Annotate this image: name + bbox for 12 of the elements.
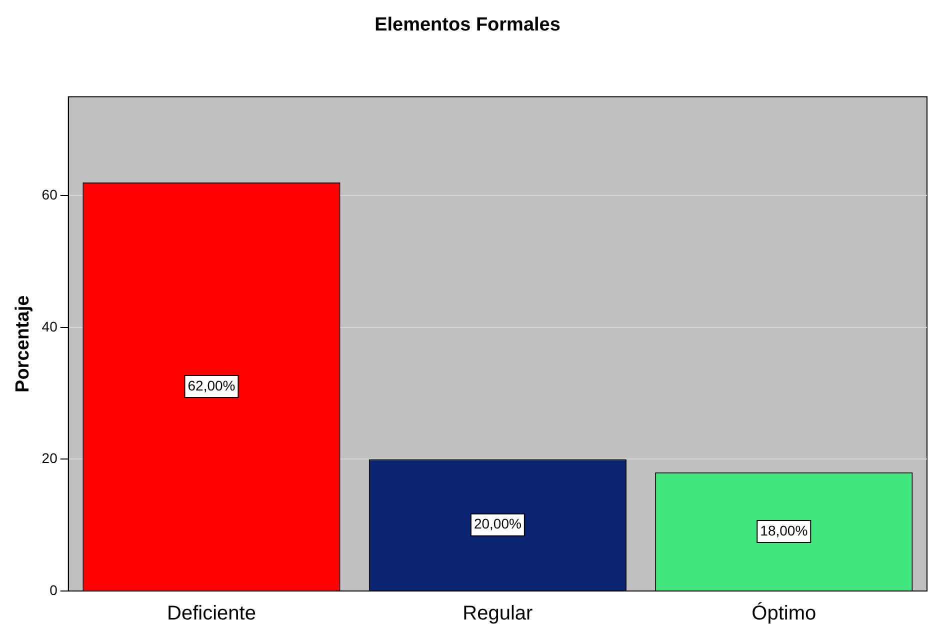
y-tick-label: 0 bbox=[50, 582, 58, 598]
x-tick-label: Deficiente bbox=[167, 602, 256, 625]
x-tick-label: Óptimo bbox=[752, 602, 816, 625]
y-axis-title: Porcentaje bbox=[12, 295, 34, 392]
y-tick-label: 40 bbox=[42, 318, 58, 334]
x-tick-label: Regular bbox=[462, 602, 534, 625]
y-tick-label: 20 bbox=[42, 450, 58, 466]
data-label: 62,00% bbox=[188, 377, 236, 394]
data-label: 18,00% bbox=[760, 522, 808, 538]
y-tick-label: 60 bbox=[42, 186, 58, 202]
data-label: 20,00% bbox=[474, 516, 522, 532]
chart-title: Elementos Formales bbox=[374, 14, 560, 36]
